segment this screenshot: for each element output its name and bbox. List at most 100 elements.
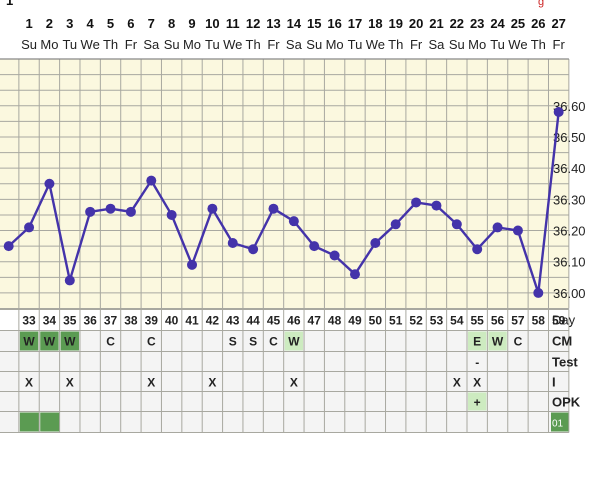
temperature-point bbox=[390, 219, 401, 230]
temperature-point bbox=[146, 175, 157, 186]
temperature-point bbox=[533, 287, 544, 298]
highlight-cell bbox=[468, 392, 487, 411]
highlight-cell bbox=[284, 331, 304, 351]
temperature-point bbox=[44, 178, 55, 189]
day-number: 47 bbox=[308, 314, 322, 328]
cm-value: C bbox=[147, 335, 156, 349]
row-label-i: I bbox=[552, 375, 556, 390]
cycle-table: 01 33 34 35 36 37 38 39 40 41 42 43 44 45 46 47 48 49 50 51… bbox=[0, 309, 581, 433]
header-weekday: Mo bbox=[326, 37, 344, 52]
header-date: 17 bbox=[348, 16, 362, 31]
day-number: 58 bbox=[532, 314, 546, 328]
day-number: 36 bbox=[83, 314, 97, 328]
header-weekday: Mo bbox=[40, 37, 58, 52]
i-value: X bbox=[147, 376, 155, 390]
header-date: 24 bbox=[490, 16, 505, 31]
header-date: 9 bbox=[188, 16, 195, 31]
temperature-point bbox=[85, 206, 96, 217]
temperature-point bbox=[288, 216, 299, 227]
header-weekday: Fr bbox=[410, 37, 423, 52]
day-number: 40 bbox=[165, 314, 179, 328]
day-number: 42 bbox=[206, 314, 220, 328]
temperature-point bbox=[227, 238, 238, 249]
temperature-line bbox=[7, 111, 560, 295]
header-weekday: Fr bbox=[125, 37, 138, 52]
day-number: 45 bbox=[267, 314, 281, 328]
day-number: 43 bbox=[226, 314, 240, 328]
header-weekday: Su bbox=[449, 37, 465, 52]
table-row-bg-last bbox=[0, 411, 569, 433]
cm-value: E bbox=[473, 335, 481, 349]
temperature-point bbox=[125, 206, 136, 217]
highlight-cell bbox=[19, 331, 39, 351]
temperature-point bbox=[492, 222, 503, 233]
header-weekday: Tu bbox=[62, 37, 77, 52]
top-partial-left: 1 bbox=[6, 0, 13, 8]
i-value: X bbox=[66, 376, 74, 390]
temperature-point bbox=[512, 225, 523, 236]
day-number: 59 bbox=[552, 314, 566, 328]
temperature-point bbox=[187, 259, 198, 270]
day-number: 52 bbox=[409, 314, 423, 328]
header-weekday: Th bbox=[388, 37, 403, 52]
header-date: 10 bbox=[205, 16, 219, 31]
temperature-point bbox=[553, 107, 564, 118]
highlight-cell bbox=[60, 331, 79, 351]
day-number: 54 bbox=[450, 314, 464, 328]
cm-value: W bbox=[23, 335, 35, 349]
i-value: X bbox=[473, 376, 481, 390]
header-weekday: Sa bbox=[429, 37, 446, 52]
header-weekday: We bbox=[508, 37, 527, 52]
header-date: 1 bbox=[25, 16, 32, 31]
test-value: - bbox=[475, 356, 479, 370]
day-number: 48 bbox=[328, 314, 342, 328]
day-number: 49 bbox=[348, 314, 362, 328]
date-header: 1 2 3 4 5 6 7 8 9 10 11 12 13 14 15 16 17 18 19 20 21 22 23 24 2… bbox=[21, 16, 566, 52]
highlight-cell bbox=[488, 331, 507, 351]
cm-value: S bbox=[229, 335, 237, 349]
table-row-bg-i bbox=[0, 371, 569, 392]
header-date: 27 bbox=[551, 16, 565, 31]
header-date: 4 bbox=[87, 16, 95, 31]
header-date: 26 bbox=[531, 16, 545, 31]
temperature-point bbox=[309, 241, 320, 252]
green-block bbox=[40, 412, 60, 432]
header-date: 15 bbox=[307, 16, 321, 31]
temperature-point bbox=[431, 200, 442, 211]
temperature-point bbox=[166, 209, 177, 220]
day-number: 51 bbox=[389, 314, 403, 328]
header-date: 3 bbox=[66, 16, 73, 31]
day-number: 41 bbox=[185, 314, 199, 328]
row-label-day: Day bbox=[552, 313, 576, 328]
row-label-test: Test bbox=[552, 355, 578, 370]
header-weekday: Th bbox=[531, 37, 546, 52]
green-block bbox=[19, 412, 40, 432]
header-weekday: Tu bbox=[205, 37, 220, 52]
y-tick-label: 36.40 bbox=[553, 161, 586, 176]
header-weekday: Sa bbox=[286, 37, 303, 52]
cm-value: S bbox=[249, 335, 257, 349]
temperature-point bbox=[248, 244, 259, 255]
header-weekday: Tu bbox=[348, 37, 363, 52]
day-number: 34 bbox=[43, 314, 57, 328]
day-number: 53 bbox=[430, 314, 444, 328]
cm-value: C bbox=[514, 335, 523, 349]
header-date: 18 bbox=[368, 16, 382, 31]
cm-value: W bbox=[44, 335, 56, 349]
badge-bg bbox=[551, 412, 569, 432]
table-row-bg-test bbox=[0, 351, 569, 372]
header-date: 16 bbox=[327, 16, 341, 31]
day-number: 37 bbox=[104, 314, 118, 328]
cm-value: W bbox=[492, 335, 504, 349]
temperature-point bbox=[370, 238, 381, 249]
top-partial-right: g bbox=[538, 0, 544, 8]
day-number: 56 bbox=[491, 314, 505, 328]
row-label-opk: OPK bbox=[552, 395, 581, 410]
header-date: 8 bbox=[168, 16, 175, 31]
day-number: 39 bbox=[145, 314, 159, 328]
temperature-point bbox=[64, 275, 75, 286]
i-value: X bbox=[290, 376, 298, 390]
header-date: 5 bbox=[107, 16, 114, 31]
cm-value: W bbox=[288, 335, 300, 349]
